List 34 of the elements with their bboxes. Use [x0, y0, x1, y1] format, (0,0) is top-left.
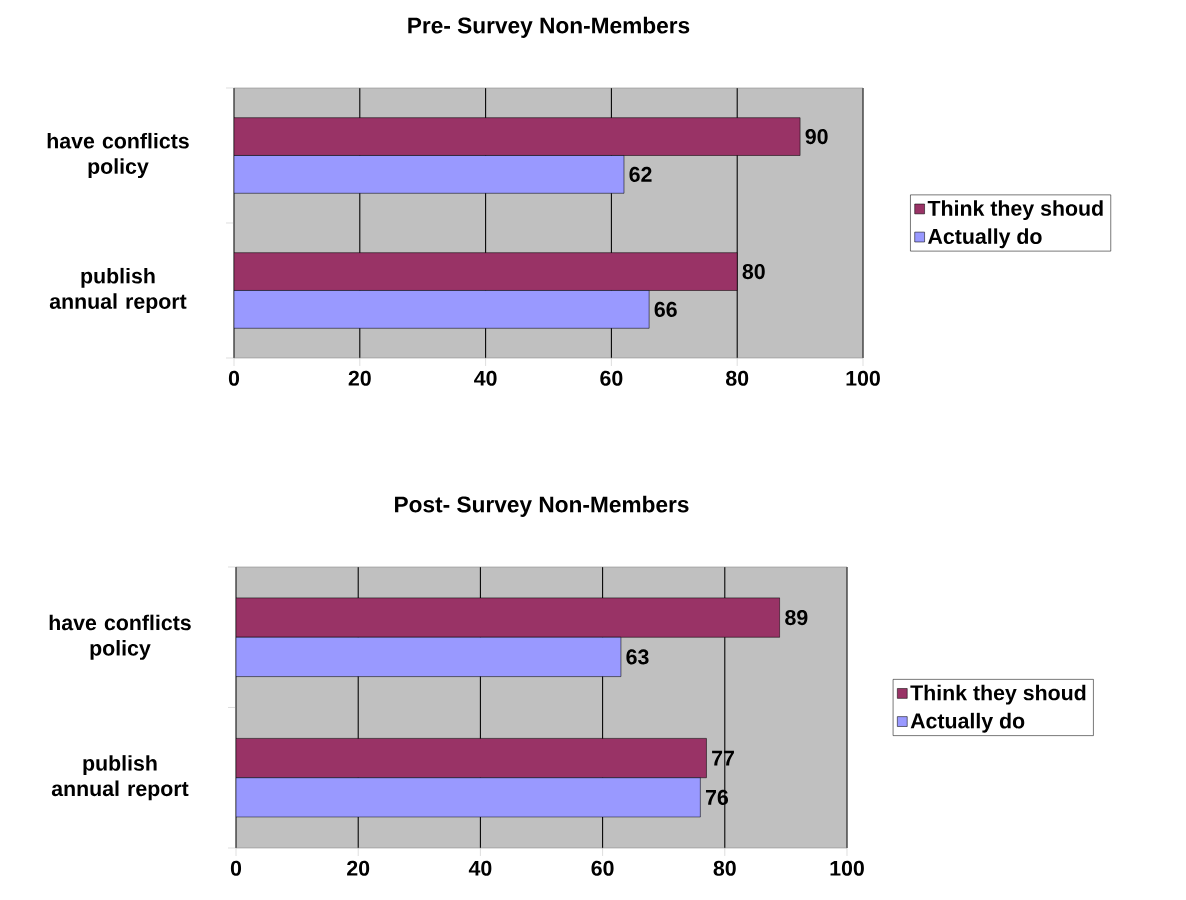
bar — [234, 290, 650, 329]
legend-label: Think they shoud — [927, 200, 1103, 221]
x-tick-label: 20 — [348, 370, 371, 386]
legend-label: Actually do — [928, 228, 1042, 249]
data-label: 66 — [654, 301, 677, 317]
x-tick-label: 0 — [230, 860, 242, 876]
data-label: 63 — [626, 649, 649, 665]
x-tick-label: 40 — [474, 370, 497, 386]
bar — [236, 636, 622, 677]
y-tick-label: have conflicts policy — [47, 132, 189, 179]
x-tick-label: 20 — [347, 860, 370, 876]
bar — [234, 155, 625, 194]
bar — [236, 777, 701, 818]
legend-label: Think they shoud — [910, 684, 1086, 705]
x-tick-label: 100 — [846, 370, 880, 386]
chart-title: Post- Survey Non-Members — [395, 495, 689, 517]
y-tick-label: publish annual report — [51, 755, 189, 801]
x-tick-label: 60 — [600, 370, 623, 386]
data-label: 62 — [629, 166, 652, 182]
x-tick-label: 60 — [591, 860, 614, 876]
chart-title: Pre- Survey Non-Members — [408, 16, 690, 38]
y-tick-label: have conflicts policy — [49, 614, 191, 660]
x-tick-label: 80 — [726, 370, 749, 386]
data-label: 90 — [805, 129, 828, 145]
data-label: 89 — [785, 610, 808, 626]
x-tick-label: 100 — [830, 860, 864, 876]
data-label: 80 — [742, 264, 765, 280]
legend-label: Actually do — [910, 712, 1025, 733]
x-tick-label: 40 — [468, 860, 492, 876]
y-tick-label: publish annual report — [49, 267, 187, 314]
bar — [234, 117, 801, 156]
x-tick-label: 80 — [713, 860, 736, 876]
x-tick-label: 0 — [228, 370, 240, 386]
bar — [234, 252, 738, 291]
